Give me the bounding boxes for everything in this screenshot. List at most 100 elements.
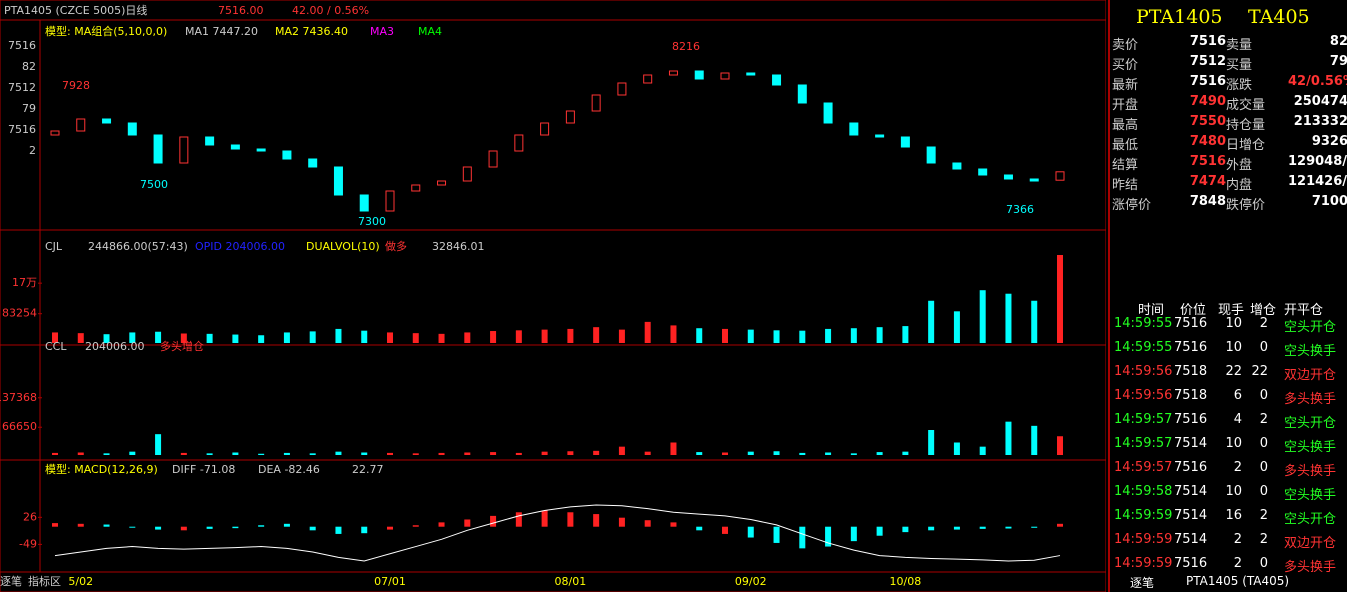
candle [540, 122, 550, 136]
tick-header: 增仓 [1250, 303, 1277, 318]
bar [283, 452, 290, 455]
bar [541, 451, 548, 455]
tick-cell: 2 [1259, 316, 1268, 331]
footer-tab: 逐笔 [0, 574, 22, 588]
bar [309, 526, 316, 531]
quote-cell: 79 [1329, 54, 1347, 69]
bar [438, 522, 445, 527]
bar [412, 525, 419, 527]
bar [283, 523, 290, 527]
candle [230, 144, 240, 150]
bar [928, 526, 935, 531]
tick-cell: 0 [1259, 340, 1268, 355]
bar [593, 514, 600, 527]
bar [773, 330, 780, 343]
panel-label: 模型: MACD(12,26,9) [45, 462, 158, 476]
panel-label: OPID 204006.00 [195, 240, 285, 253]
bar [464, 452, 471, 455]
bar [387, 526, 393, 530]
x-tick-label: 09/02 [735, 575, 767, 588]
bar [567, 451, 574, 455]
overlay-value: 7516 [8, 123, 36, 136]
bar [361, 330, 368, 343]
quote-cell: 7550 [1189, 114, 1226, 129]
bar [515, 330, 522, 343]
bar [928, 300, 935, 343]
bar [644, 520, 651, 527]
bar [258, 335, 265, 343]
bar [902, 526, 909, 533]
bar [155, 331, 162, 343]
tick-cell: 多头换手 [1284, 560, 1337, 575]
bar [979, 290, 986, 343]
price-annotation: 7500 [140, 178, 168, 191]
tick-cell: 7514 [1174, 436, 1208, 451]
quote-cell: 结算 [1112, 158, 1139, 173]
bar [722, 526, 728, 534]
tick-cell: 14:59:59 [1114, 532, 1173, 547]
panel-label: 204006.00 [85, 340, 145, 353]
bar [438, 333, 445, 343]
tick-cell: 空头换手 [1284, 344, 1337, 359]
bar [593, 450, 600, 455]
quote-cell: 买价 [1112, 58, 1139, 73]
candle [102, 118, 112, 124]
bar [361, 452, 368, 455]
tick-cell: 空头开仓 [1284, 512, 1337, 527]
bar [953, 442, 960, 455]
bar [52, 523, 58, 527]
bar [825, 452, 832, 455]
tick-cell: 7518 [1174, 364, 1208, 379]
bar [644, 321, 651, 343]
bar [129, 332, 136, 343]
bar [902, 451, 909, 455]
y-tick-label: 83254 [2, 307, 37, 320]
tick-cell: 2 [1259, 508, 1268, 523]
tick-cell: 14:59:57 [1114, 412, 1173, 427]
bar [103, 453, 110, 455]
bar [232, 526, 239, 529]
quote-cell: 7480 [1189, 134, 1226, 149]
tick-cell: 空头换手 [1284, 440, 1337, 455]
quote-cell: 最低 [1112, 138, 1139, 153]
tick-cell: 空头开仓 [1284, 416, 1337, 431]
tick-cell: 双边开仓 [1284, 536, 1337, 551]
tick-cell: 14:59:57 [1114, 460, 1173, 475]
candle [978, 168, 988, 176]
bar [335, 451, 342, 455]
bar [438, 452, 445, 455]
bar [773, 526, 780, 543]
bar [618, 517, 625, 527]
quote-cell: 昨结 [1112, 178, 1139, 193]
bar [309, 453, 316, 455]
bar [283, 332, 290, 343]
quote-cell: 7474 [1189, 174, 1226, 189]
bar [747, 329, 754, 343]
tick-cell: 0 [1259, 388, 1268, 403]
price: 7516.00 [218, 4, 264, 17]
bar [412, 453, 419, 455]
tick-cell: 14:59:55 [1114, 316, 1173, 331]
bar [309, 331, 316, 343]
tick-cell: 10 [1225, 340, 1242, 355]
quote-cell: 7512 [1189, 54, 1226, 69]
quote-title: PTA1405 [1136, 6, 1223, 28]
candle [514, 134, 524, 152]
bar [1057, 523, 1063, 527]
quote-title: TA405 [1248, 6, 1310, 28]
bar [490, 515, 497, 527]
chart-area: PTA1405 (CZCE 5005)日线 7516.00 42.00 / 0.… [0, 0, 1106, 592]
bar [1005, 293, 1012, 343]
tick-cell: 7514 [1174, 532, 1208, 547]
tick-cell: 2 [1233, 532, 1242, 547]
tick-cell: 2 [1233, 556, 1242, 571]
quote-cell: 7848 [1189, 194, 1226, 209]
bar [876, 327, 883, 343]
tick-cell: 10 [1225, 316, 1242, 331]
tick-header: 价位 [1180, 303, 1207, 318]
bar [515, 452, 522, 455]
candle [437, 180, 447, 186]
candle [617, 82, 627, 96]
bar [361, 526, 368, 534]
y-tick-label: -49 [19, 537, 37, 550]
